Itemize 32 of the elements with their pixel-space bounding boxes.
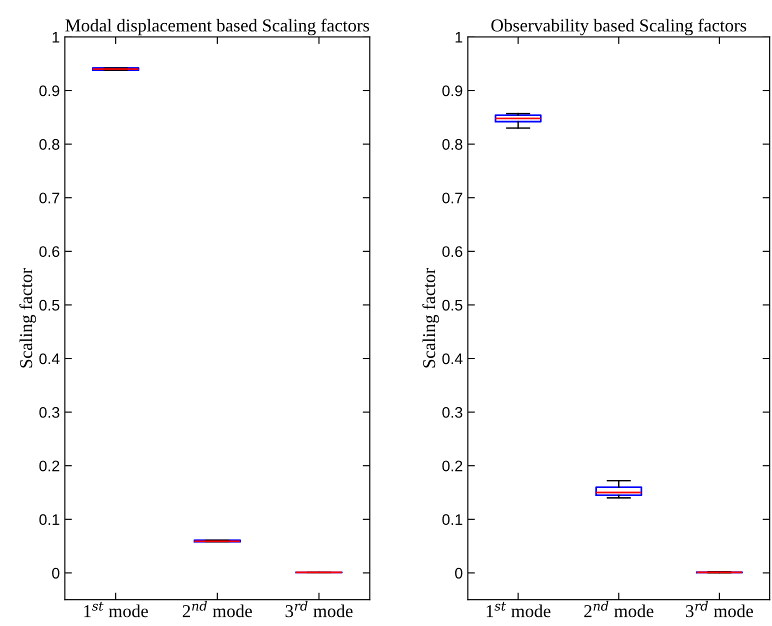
y-tick-label: 0.9: [39, 85, 60, 96]
x-tick-label: 3$^{rd}$ mode: [286, 600, 353, 618]
y-tick-label: 0: [455, 568, 462, 579]
y-tick-label: 0.9: [442, 85, 462, 96]
y-tick-label: 0.3: [39, 406, 60, 418]
y-tick-label: 0.1: [39, 514, 60, 525]
y-tick-label: 0.8: [39, 138, 60, 150]
x-tick-label: 1$^{st}$ mode: [486, 602, 550, 618]
y-tick-label: 0.4: [442, 353, 463, 364]
x-tick-label: 3$^{rd}$ mode: [686, 600, 753, 618]
y-tick-label: 0.6: [442, 246, 462, 258]
x-tick-label: 2$^{nd}$ mode: [584, 600, 654, 618]
y-tick-label: 0.7: [442, 192, 462, 204]
y-tick-label: 0.7: [39, 192, 60, 204]
y-tick-label: 0.4: [39, 353, 60, 364]
y-tick-label: 0.2: [39, 460, 60, 472]
y-tick-label: 1: [456, 32, 462, 42]
y-axis-title: Scaling factor: [422, 268, 439, 368]
y-tick-label: 0.5: [442, 300, 462, 311]
chart-title: Observability based Scaling factors: [491, 18, 746, 36]
y-tick-label: 0.8: [442, 138, 462, 150]
y-tick-label: 1: [52, 32, 60, 42]
y-tick-label: 0.6: [39, 246, 60, 258]
y-tick-label: 0.5: [39, 300, 60, 311]
x-tick-label: 2$^{nd}$ mode: [182, 600, 252, 618]
chart-title: Modal displacement based Scaling factors: [65, 18, 370, 36]
x-tick-label: 1$^{st}$ mode: [84, 602, 148, 618]
y-tick-label: 0.3: [442, 406, 462, 418]
y-tick-label: 0: [52, 568, 60, 579]
y-tick-label: 0.2: [442, 460, 462, 472]
y-axis-title: Scaling factor: [19, 268, 36, 368]
y-tick-label: 0.1: [442, 514, 462, 525]
